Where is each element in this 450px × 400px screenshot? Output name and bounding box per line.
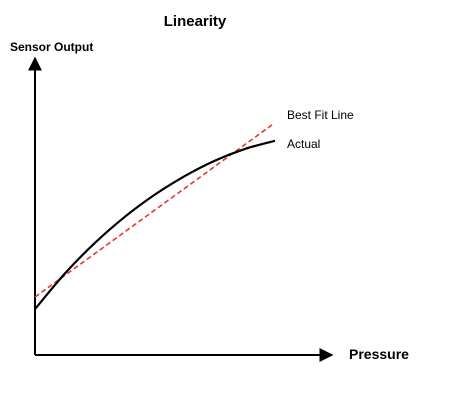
series-layer: Best Fit Line Actual [34,108,354,310]
best-fit-line-label: Best Fit Line [287,108,354,122]
actual-curve [34,139,276,310]
y-axis-label: Sensor Output [10,40,93,54]
actual-curve-label: Actual [287,137,320,151]
chart-title: Linearity [164,13,227,30]
x-axis-label: Pressure [349,346,409,362]
